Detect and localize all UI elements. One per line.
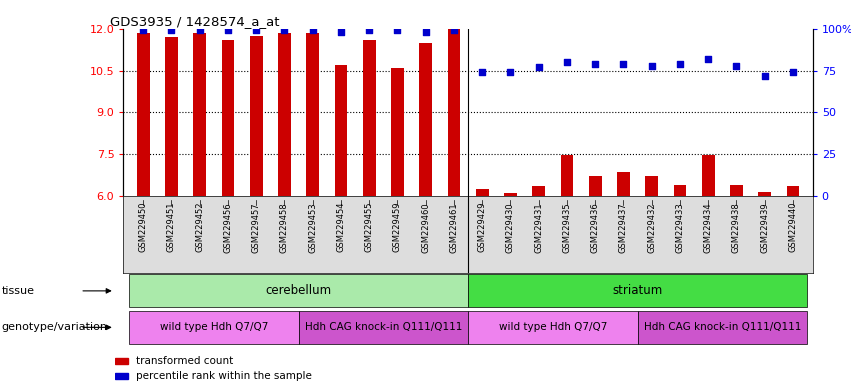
Text: GSM229440: GSM229440: [788, 202, 797, 253]
Point: [758, 73, 772, 79]
Bar: [730, 185, 743, 196]
Text: GSM229452: GSM229452: [195, 202, 204, 253]
Text: GSM229459: GSM229459: [393, 202, 402, 253]
Text: GSM229431: GSM229431: [534, 202, 543, 253]
Bar: [115, 373, 128, 379]
Bar: [129, 311, 299, 344]
Bar: [363, 40, 375, 196]
Text: GSM229457: GSM229457: [252, 202, 260, 253]
Text: GSM229460: GSM229460: [421, 202, 430, 253]
Bar: [193, 33, 206, 196]
Text: genotype/variation: genotype/variation: [2, 322, 108, 333]
Text: GSM229434: GSM229434: [704, 202, 712, 253]
Point: [221, 27, 235, 33]
Bar: [448, 29, 460, 196]
Text: transformed count: transformed count: [136, 356, 233, 366]
Point: [447, 27, 460, 33]
Bar: [589, 176, 602, 196]
Point: [363, 27, 376, 33]
Point: [729, 63, 743, 69]
Point: [504, 69, 517, 75]
Text: GSM229455: GSM229455: [365, 202, 374, 253]
Text: GSM229437: GSM229437: [619, 202, 628, 253]
Point: [419, 29, 432, 35]
Bar: [617, 172, 630, 196]
Text: GSM229433: GSM229433: [676, 202, 684, 253]
Bar: [533, 186, 545, 196]
Point: [476, 69, 489, 75]
Text: percentile rank within the sample: percentile rank within the sample: [136, 371, 312, 381]
Text: GSM229439: GSM229439: [760, 202, 769, 253]
Point: [249, 27, 263, 33]
Text: striatum: striatum: [613, 285, 663, 297]
Text: GSM229438: GSM229438: [732, 202, 741, 253]
Point: [673, 61, 687, 67]
Bar: [115, 358, 128, 364]
Bar: [137, 33, 150, 196]
Bar: [637, 311, 807, 344]
Bar: [334, 65, 347, 196]
Text: GSM229454: GSM229454: [336, 202, 346, 253]
Bar: [129, 275, 468, 307]
Bar: [221, 40, 234, 196]
Bar: [674, 185, 686, 196]
Point: [306, 27, 319, 33]
Bar: [391, 68, 403, 196]
Text: GSM229432: GSM229432: [647, 202, 656, 253]
Bar: [786, 186, 799, 196]
Text: GSM229429: GSM229429: [477, 202, 487, 253]
Bar: [468, 311, 637, 344]
Text: Hdh CAG knock-in Q111/Q111: Hdh CAG knock-in Q111/Q111: [643, 322, 801, 333]
Bar: [702, 156, 715, 196]
Point: [588, 61, 602, 67]
Text: GSM229435: GSM229435: [563, 202, 571, 253]
Bar: [420, 43, 432, 196]
Bar: [278, 33, 291, 196]
Text: wild type Hdh Q7/Q7: wild type Hdh Q7/Q7: [160, 322, 268, 333]
Point: [277, 27, 291, 33]
Point: [560, 59, 574, 65]
Text: GSM229453: GSM229453: [308, 202, 317, 253]
Bar: [306, 33, 319, 196]
Point: [701, 56, 715, 62]
Bar: [250, 36, 262, 196]
Point: [164, 27, 178, 33]
Text: GSM229458: GSM229458: [280, 202, 289, 253]
Point: [136, 27, 150, 33]
Text: GSM229461: GSM229461: [449, 202, 459, 253]
Point: [193, 27, 207, 33]
Bar: [299, 311, 468, 344]
Text: GSM229430: GSM229430: [506, 202, 515, 253]
Bar: [758, 192, 771, 196]
Point: [532, 64, 545, 70]
Point: [334, 29, 348, 35]
Point: [617, 61, 631, 67]
Point: [786, 69, 800, 75]
Bar: [476, 189, 488, 196]
Bar: [645, 176, 658, 196]
Text: GSM229450: GSM229450: [139, 202, 148, 253]
Bar: [165, 37, 178, 196]
Text: GSM229456: GSM229456: [224, 202, 232, 253]
Point: [391, 27, 404, 33]
Text: GSM229436: GSM229436: [591, 202, 600, 253]
Bar: [468, 275, 807, 307]
Text: GDS3935 / 1428574_a_at: GDS3935 / 1428574_a_at: [110, 15, 279, 28]
Bar: [561, 156, 574, 196]
Text: cerebellum: cerebellum: [266, 285, 332, 297]
Bar: [504, 193, 517, 196]
Text: GSM229451: GSM229451: [167, 202, 176, 253]
Text: Hdh CAG knock-in Q111/Q111: Hdh CAG knock-in Q111/Q111: [305, 322, 462, 333]
Point: [645, 63, 659, 69]
Text: tissue: tissue: [2, 286, 35, 296]
Text: wild type Hdh Q7/Q7: wild type Hdh Q7/Q7: [499, 322, 607, 333]
